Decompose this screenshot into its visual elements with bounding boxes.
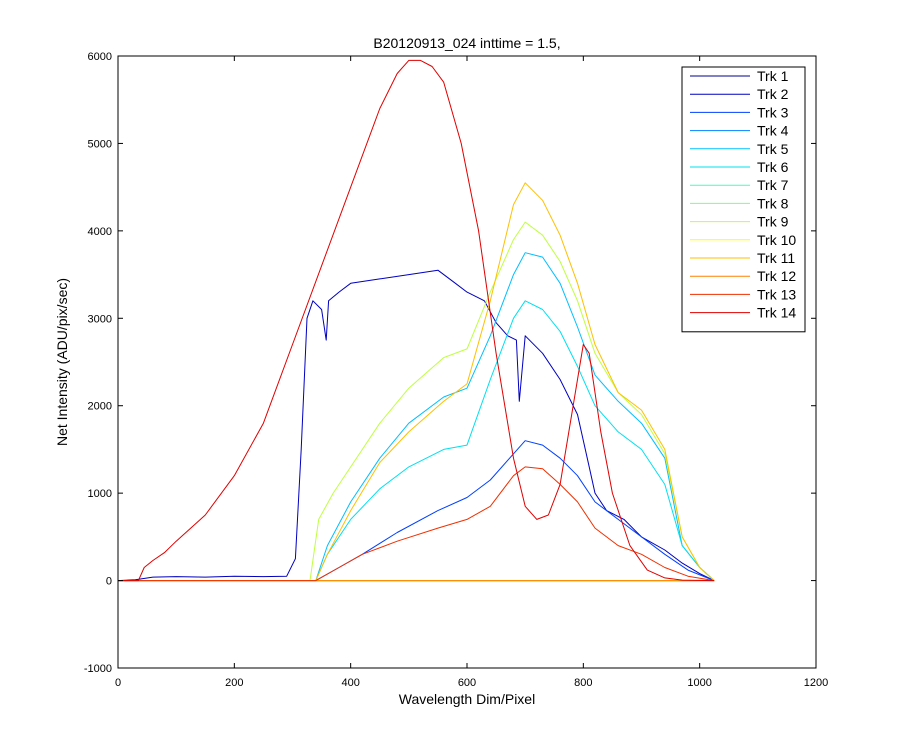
x-tick-label: 1000 [687, 677, 711, 689]
y-tick-label: 6000 [88, 51, 112, 63]
series-line-trk-6 [118, 300, 715, 582]
legend-label: Trk 14 [757, 305, 796, 321]
legend-label: Trk 13 [757, 286, 796, 302]
x-tick-label: 200 [225, 677, 243, 689]
y-tick-label: 5000 [88, 138, 112, 150]
y-tick-label: 3000 [88, 313, 112, 325]
ticks-layer: 0 200 400 600 800 1000 1200-100001000200030004… [84, 51, 828, 689]
x-tick-label: 400 [341, 677, 359, 689]
legend-label: Trk 2 [757, 86, 789, 102]
y-tick-label: -1000 [84, 663, 112, 675]
series-layer [117, 59, 715, 582]
y-tick-label: 1000 [88, 488, 112, 500]
legend-label: Trk 7 [757, 177, 789, 193]
legend-label: Trk 5 [757, 141, 789, 157]
series-line-trk-5 [118, 252, 715, 582]
legend-label: Trk 9 [757, 214, 789, 230]
chart-title: B20120913_024 inttime = 1.5, [373, 35, 560, 51]
x-tick-label: 0 [115, 677, 121, 689]
legend-box [681, 66, 806, 333]
series-line-trk-14 [118, 59, 715, 582]
series-line-trk-11 [118, 182, 715, 582]
y-tick-label: 4000 [88, 226, 112, 238]
y-tick-label: 2000 [88, 401, 112, 413]
legend-label: Trk 11 [757, 250, 795, 266]
legend-label: Trk 12 [757, 268, 796, 284]
legend-label: Trk 1 [757, 68, 789, 84]
legend-label: Trk 10 [757, 232, 796, 248]
y-axis-label: Net Intensity (ADU/pix/sec) [54, 278, 70, 446]
x-tick-label: 1200 [804, 677, 828, 689]
legend: Trk 1 Trk 2 Trk 3 Trk 4 Trk 5 Trk 6 Trk 7 Trk 8… [681, 66, 806, 333]
series-line-trk-2 [117, 269, 715, 582]
legend-label: Trk 6 [757, 159, 789, 175]
legend-label: Trk 3 [757, 104, 789, 120]
x-tick-label: 800 [574, 677, 592, 689]
series-line-trk-9 [118, 221, 715, 582]
x-axis-label: Wavelength Dim/Pixel [399, 691, 535, 707]
y-tick-label: 0 [106, 576, 112, 588]
legend-label: Trk 4 [757, 123, 789, 139]
x-tick-label: 600 [458, 677, 476, 689]
plot-frame [117, 55, 817, 669]
legend-label: Trk 8 [757, 195, 789, 211]
series-line-trk-13 [118, 466, 715, 582]
